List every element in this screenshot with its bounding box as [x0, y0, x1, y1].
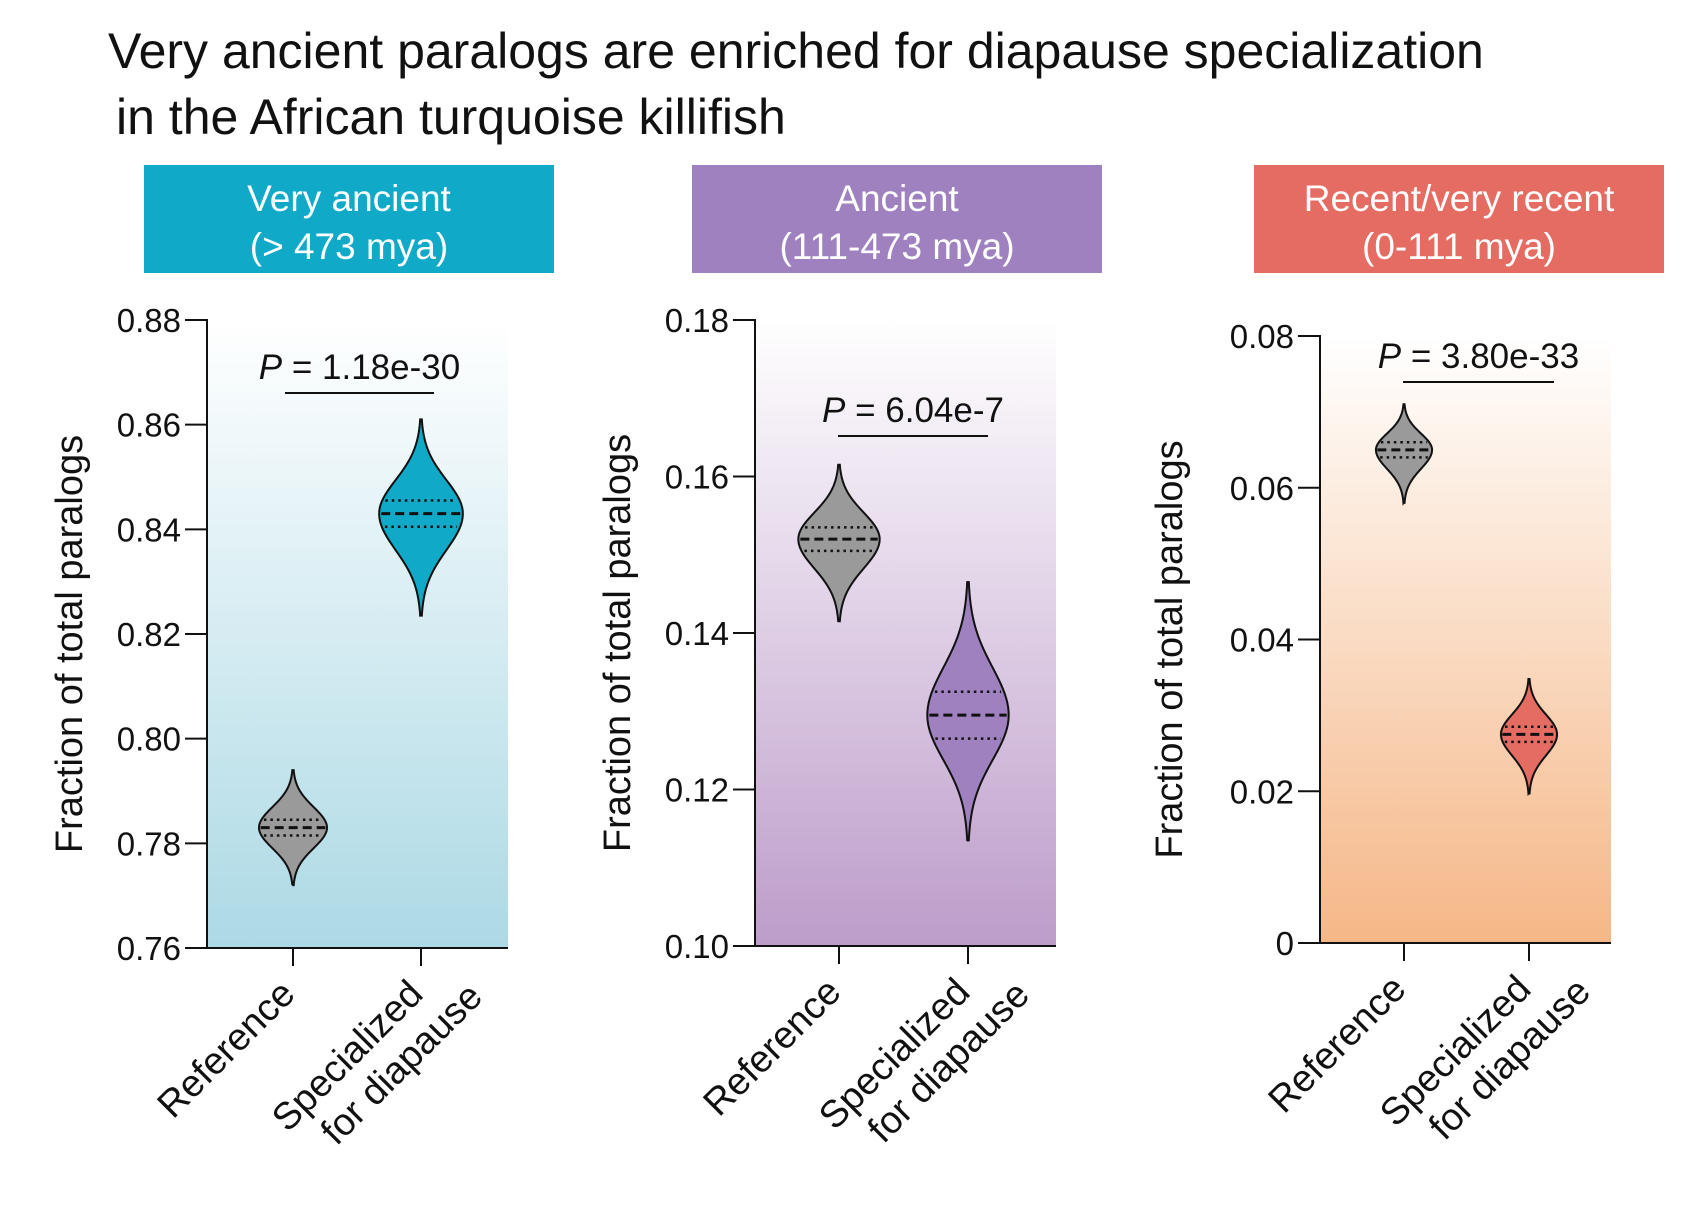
panel-3: Recent/very recent (0-111 mya) 0 0.02 0.04 0.… [1149, 165, 1664, 1166]
violin-specialized [1499, 677, 1559, 795]
y-tick-label: 0.88 [117, 302, 181, 339]
x-tick-label: Specializedfor diapause [264, 944, 491, 1171]
panel-header-line-1: Ancient [835, 178, 959, 219]
y-axis-label: Fraction of total paralogs [1149, 440, 1191, 858]
y-tick-label: 0.06 [1230, 470, 1294, 507]
panel-header-box [692, 165, 1102, 273]
plot-background [755, 320, 1056, 946]
panel-header-line-1: Recent/very recent [1304, 178, 1615, 219]
y-tick-label: 0.14 [665, 615, 729, 652]
y-tick-label: 0.80 [117, 721, 181, 758]
y-tick-label: 0.04 [1230, 622, 1294, 659]
violin-body [1374, 403, 1434, 504]
p-value-symbol: P [822, 391, 846, 430]
y-tick-label: 0.84 [117, 511, 181, 548]
panel-header-line-2: (> 473 mya) [250, 226, 448, 267]
y-tick-label: 0.82 [117, 616, 181, 653]
y-tick-label: 0.12 [665, 772, 729, 809]
violin-reference [797, 463, 881, 623]
p-value-text: = 6.04e-7 [845, 391, 1004, 430]
violin-specialized [926, 581, 1010, 842]
panel-1: Very ancient (> 473 mya) 0.76 0.78 0.80 0.82 0… [49, 165, 554, 1171]
title-line-1: Very ancient paralogs are enriched for d… [108, 23, 1484, 79]
violin-body [378, 418, 464, 617]
panel-header-line-1: Very ancient [247, 178, 451, 219]
violin-body [1499, 677, 1559, 795]
plot-background [207, 320, 508, 948]
y-tick-label: 0.16 [665, 459, 729, 496]
panel-2: Ancient (111-473 mya) 0.10 0.12 0.14 0.16 0.18… [597, 165, 1102, 1169]
p-value-label: P = 1.18e-30 [259, 348, 460, 387]
violin-specialized [378, 418, 464, 617]
figure-title: Very ancient paralogs are enriched for d… [108, 18, 1668, 150]
y-tick-label: 0.10 [665, 928, 729, 965]
x-tick-label: Specializedfor diapause [811, 942, 1038, 1169]
y-tick-label: 0.86 [117, 407, 181, 444]
title-line-2: in the African turquoise killifish [116, 89, 786, 145]
p-value-label: P = 6.04e-7 [822, 391, 1004, 430]
violin-reference [1374, 403, 1434, 504]
p-value-text: = 3.80e-33 [1401, 337, 1579, 376]
panel-header-box [1254, 165, 1664, 273]
y-tick-label: 0.76 [117, 930, 181, 967]
violin-body [926, 581, 1010, 842]
y-tick-label: 0 [1276, 925, 1294, 962]
p-value-label: P = 3.80e-33 [1378, 337, 1579, 376]
x-tick-label: Specializedfor diapause [1372, 939, 1599, 1166]
panel-header: Very ancient (> 473 mya) [144, 165, 554, 273]
violin-reference [257, 769, 329, 887]
p-value-symbol: P [1378, 337, 1402, 376]
y-axis-label: Fraction of total paralogs [597, 434, 639, 852]
plot-background [1320, 336, 1611, 943]
y-axis-label: Fraction of total paralogs [49, 435, 91, 853]
panel-header-box [144, 165, 554, 273]
violin-body [797, 463, 881, 623]
panel-header: Ancient (111-473 mya) [692, 165, 1102, 273]
y-tick-label: 0.08 [1230, 318, 1294, 355]
panel-header: Recent/very recent (0-111 mya) [1254, 165, 1664, 273]
p-value-text: = 1.18e-30 [282, 348, 460, 387]
y-tick-label: 0.78 [117, 825, 181, 862]
p-value-symbol: P [259, 348, 283, 387]
panel-header-line-2: (0-111 mya) [1362, 226, 1556, 267]
y-tick-label: 0.18 [665, 302, 729, 339]
panel-header-line-2: (111-473 mya) [779, 226, 1014, 267]
y-tick-label: 0.02 [1230, 773, 1294, 810]
